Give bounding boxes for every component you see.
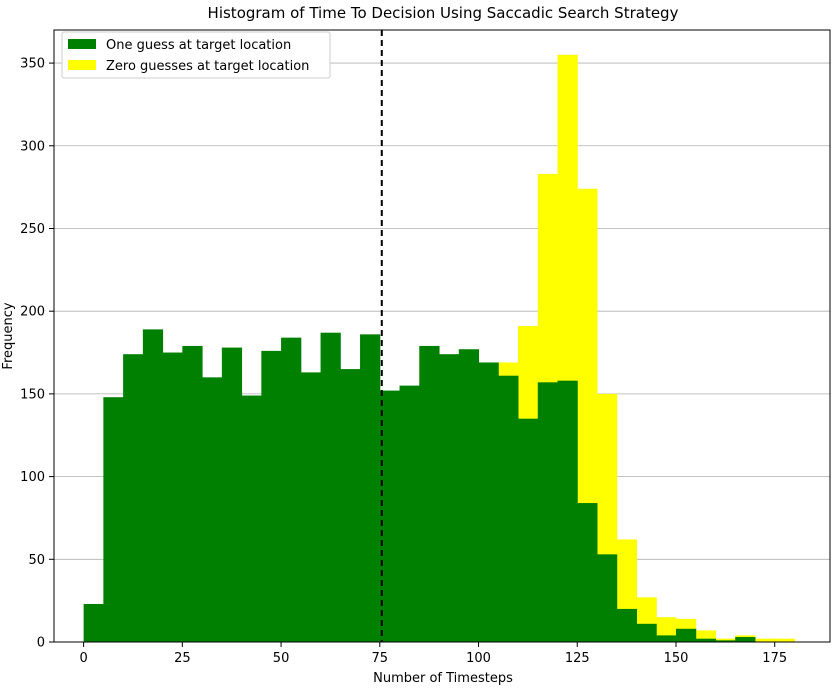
- x-tick-label: 25: [174, 651, 191, 666]
- y-tick-label: 300: [20, 139, 45, 154]
- bar-one-guess: [498, 375, 519, 642]
- x-tick-label: 125: [565, 651, 590, 666]
- bar-one-guess: [142, 329, 164, 642]
- bar-one-guess: [320, 332, 341, 642]
- bar-one-guess: [202, 377, 223, 642]
- bar-one-guess: [656, 635, 677, 642]
- bar-one-guess: [537, 382, 559, 642]
- y-tick-label: 0: [37, 636, 45, 651]
- bar-zero-guesses: [695, 630, 716, 642]
- bar-one-guess: [221, 347, 243, 642]
- x-axis-label: Number of Timesteps: [373, 671, 513, 686]
- bar-one-guess: [419, 345, 440, 642]
- x-axis-ticks: 0 25 50 75 100 125 150 175: [79, 642, 787, 666]
- y-tick-label: 250: [20, 222, 45, 237]
- bar-one-guess: [399, 385, 420, 642]
- y-tick-label: 50: [28, 553, 45, 568]
- y-tick-label: 100: [20, 470, 45, 485]
- bar-one-guess: [379, 390, 401, 642]
- bar-one-guess: [103, 397, 124, 642]
- bar-one-guess: [162, 352, 183, 642]
- bar-one-guess: [735, 637, 756, 642]
- legend-box: [61, 31, 331, 79]
- y-tick-label: 150: [20, 387, 45, 402]
- bar-one-guess: [597, 554, 618, 642]
- bar-one-guess: [636, 623, 657, 642]
- y-tick-label: 350: [20, 57, 45, 72]
- x-tick-label: 175: [762, 651, 787, 666]
- x-tick-label: 75: [372, 651, 389, 666]
- x-tick-label: 0: [79, 651, 87, 666]
- bar-one-guess: [458, 349, 480, 642]
- bar-one-guess: [241, 395, 262, 642]
- legend: One guess at target location Zero guesse…: [61, 31, 331, 79]
- bar-one-guess: [478, 362, 499, 642]
- bar-one-guess: [123, 354, 144, 642]
- y-axis-ticks: 0 50 100 150 200 250 300 350: [20, 57, 54, 651]
- legend-label-green: One guess at target location: [106, 38, 291, 53]
- chart-title: Histogram of Time To Decision Using Sacc…: [208, 4, 679, 22]
- legend-swatch-yellow: [68, 60, 96, 70]
- bar-one-guess: [675, 628, 697, 642]
- legend-label-yellow: Zero guesses at target location: [106, 59, 309, 74]
- bar-one-guess: [715, 640, 736, 642]
- bar-zero-guesses: [754, 638, 776, 642]
- bar-one-guess: [695, 638, 716, 642]
- bar-one-guess: [281, 337, 302, 642]
- bar-zero-guesses: [774, 638, 795, 642]
- plot-frame: [53, 29, 831, 643]
- x-tick-label: 50: [273, 651, 290, 666]
- bar-one-guess: [300, 372, 322, 642]
- legend-swatch-green: [68, 39, 96, 49]
- bar-one-guess: [340, 369, 361, 642]
- bar-one-guess: [360, 334, 381, 642]
- y-axis-label: Frequency: [1, 302, 16, 369]
- x-tick-label: 100: [466, 651, 491, 666]
- bar-one-guess: [182, 345, 203, 642]
- x-tick-label: 150: [664, 651, 689, 666]
- bar-one-guess: [83, 603, 104, 642]
- bar-one-guess: [261, 350, 282, 642]
- bar-one-guess: [518, 418, 539, 642]
- bar-one-guess: [557, 380, 578, 642]
- green-series-bars: [83, 329, 756, 642]
- y-tick-label: 200: [20, 305, 45, 320]
- bar-one-guess: [577, 503, 598, 642]
- bar-one-guess: [616, 608, 637, 642]
- bar-one-guess: [439, 354, 460, 642]
